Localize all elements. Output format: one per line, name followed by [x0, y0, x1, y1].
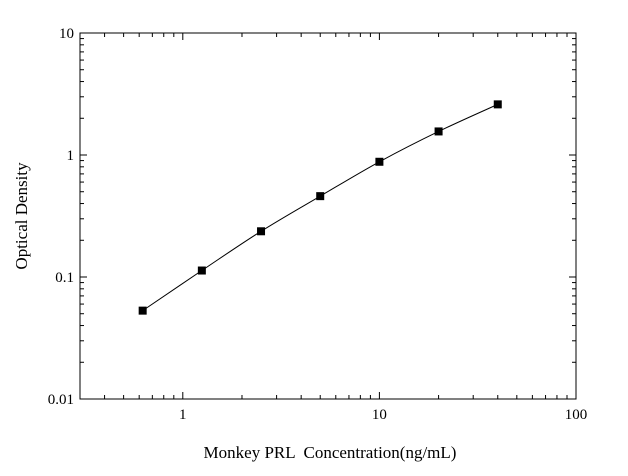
- data-point: [434, 127, 443, 136]
- data-point: [316, 192, 325, 201]
- y-axis-ticks: 0.01 0.1 1 10: [48, 26, 576, 408]
- x-axis-title: Monkey PRL Concentration(ng/mL): [204, 443, 457, 462]
- data-points: [138, 100, 502, 315]
- x-tick-label: 1: [179, 407, 187, 423]
- x-tick-label: 100: [565, 407, 588, 423]
- x-axis-ticks: 1 10 100: [79, 33, 588, 423]
- data-point: [375, 157, 384, 166]
- plot-border: [79, 32, 577, 400]
- y-tick-label: 10: [59, 26, 74, 42]
- x-tick-label: 10: [372, 407, 387, 423]
- y-tick-label: 0.1: [55, 270, 74, 286]
- y-tick-label: 1: [67, 148, 75, 164]
- data-point: [493, 100, 502, 109]
- fit-curve: [142, 103, 498, 312]
- y-tick-label: 0.01: [48, 392, 74, 408]
- plot-frame: [79, 32, 577, 400]
- data-point: [197, 266, 206, 275]
- fit-curve-layer: [142, 103, 498, 312]
- y-axis-title: Optical Density: [12, 162, 31, 270]
- data-point: [257, 227, 266, 236]
- data-point: [138, 306, 147, 315]
